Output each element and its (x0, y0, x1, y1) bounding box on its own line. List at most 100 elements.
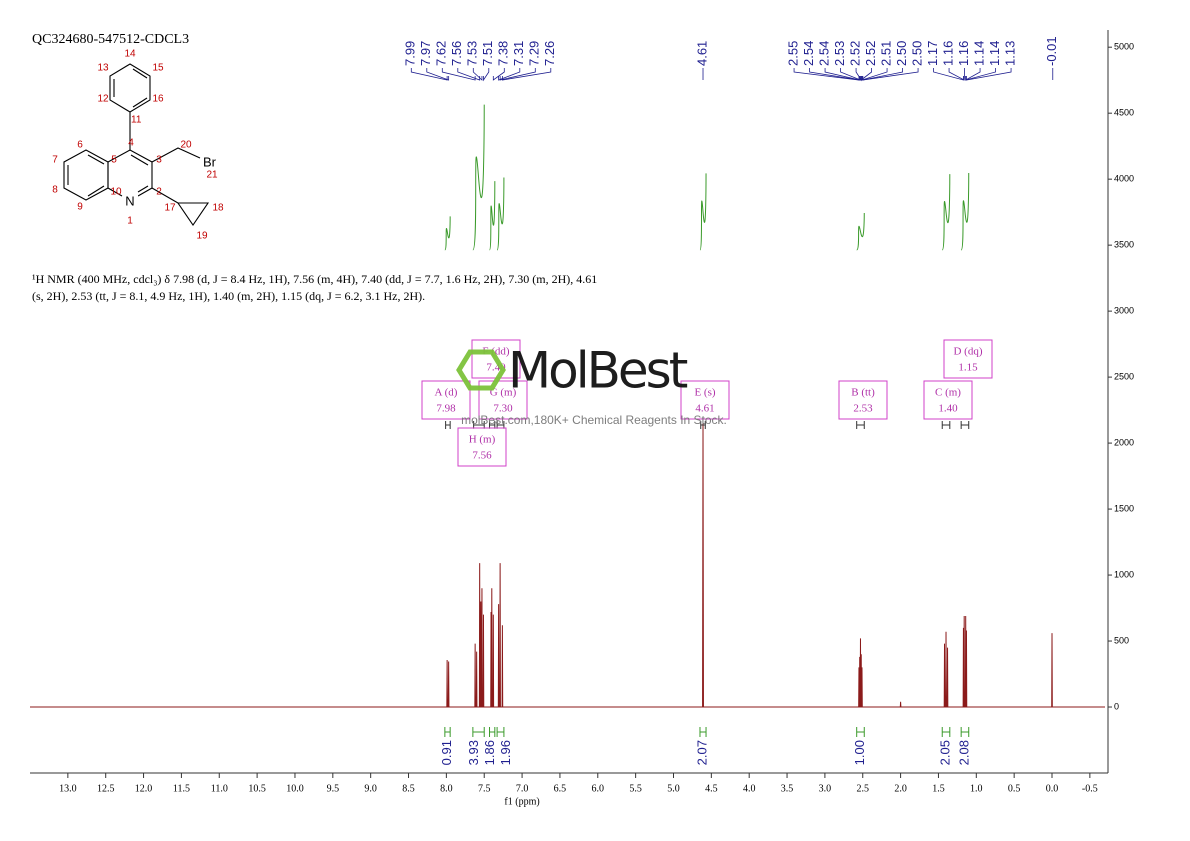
x-tick-label: 10.0 (286, 783, 304, 794)
x-tick-label: 1.0 (970, 783, 983, 794)
multiplet-name: G (m) (490, 387, 517, 399)
x-tick-label: 13.0 (59, 783, 77, 794)
atom-number: 2 (156, 187, 162, 198)
bond (151, 187, 179, 204)
x-axis-label: f1 (ppm) (504, 796, 539, 807)
y-tick-label: 2500 (1114, 371, 1134, 381)
atom-number: 16 (152, 94, 164, 105)
peak-leader (498, 68, 521, 81)
peak-leader (501, 68, 552, 81)
x-tick-label: 3.5 (781, 783, 794, 794)
atom-number: 1 (127, 216, 133, 227)
y-tick-label: 3500 (1114, 240, 1134, 250)
y-tick-label: 4500 (1114, 108, 1134, 118)
peak-label: 2.52 (848, 41, 863, 66)
peak-leader (860, 68, 872, 81)
bond (87, 185, 105, 197)
peak-label: 2.55 (786, 41, 801, 66)
multiplet-name: E (s) (694, 387, 715, 399)
label-bg (123, 194, 138, 208)
x-tick-label: 9.5 (327, 783, 340, 794)
x-tick-label: 3.0 (819, 783, 832, 794)
multiplet-name: H (m) (469, 434, 496, 446)
description: ¹H NMR (400 MHz, cdcl₃) δ 7.98 (d, J = 8… (32, 272, 598, 303)
x-tick-label: 4.5 (705, 783, 718, 794)
multiplet-name: B (tt) (851, 387, 875, 399)
x-tick-label: 12.0 (135, 783, 153, 794)
bond (130, 154, 149, 166)
phenyl-ring (109, 63, 151, 113)
atom-number: 20 (180, 140, 192, 151)
watermark: MolBest molBest.com,180K+ Chemical Reage… (456, 342, 727, 427)
atom-number: 8 (52, 185, 58, 196)
integral-curve (960, 173, 970, 251)
atom-number: 18 (212, 203, 224, 214)
integral-label: 0.91 (439, 740, 454, 765)
peak-label: 7.62 (434, 41, 449, 66)
integral-label: 2.08 (956, 740, 971, 765)
multiplet-box (838, 380, 888, 420)
integral-label: 3.93 (466, 740, 481, 765)
multiplet-shift: 1.15 (958, 362, 978, 374)
integral-bracket (699, 727, 707, 737)
atom-number: 19 (196, 231, 208, 242)
multiplet-box (421, 380, 471, 420)
peak-label: 2.51 (879, 41, 894, 66)
cyclopropane (176, 202, 210, 226)
peak-leader (965, 68, 996, 81)
integral-label: 2.07 (694, 740, 709, 765)
x-tick-label: 1.5 (932, 783, 945, 794)
spectrum-line (30, 423, 1105, 708)
y-tick-label: 2000 (1114, 437, 1134, 447)
bond (137, 185, 149, 193)
peak-leader (499, 68, 536, 81)
logo (456, 349, 506, 391)
peak-leader (840, 68, 861, 81)
x-tick-label: 10.5 (248, 783, 266, 794)
peak-label: 1.14 (972, 41, 987, 66)
integral-bracket (960, 727, 970, 737)
peak-label: 4.61 (694, 41, 709, 66)
peak-label: 1.17 (925, 41, 940, 66)
peak-label: 2.50 (894, 41, 909, 66)
watermark-tagline: molBest.com,180K+ Chemical Reagents In S… (461, 413, 727, 427)
x-tick-label: 0.0 (1046, 783, 1059, 794)
watermark-brand: MolBest (508, 342, 688, 400)
multiplet-bracket (941, 421, 951, 429)
atom-number: 12 (97, 94, 109, 105)
multiplet-shift: 7.56 (472, 450, 492, 462)
peak-leader (933, 68, 964, 81)
x-tick-label: 8.0 (440, 783, 453, 794)
bond (132, 68, 148, 79)
integral-curve (941, 174, 951, 251)
multiplet-name: D (dq) (953, 346, 982, 358)
multiplet-name: A (d) (435, 387, 458, 399)
x-tick-label: 5.0 (667, 783, 680, 794)
atom-symbol: N (125, 193, 134, 208)
y-tick-label: 3000 (1114, 306, 1134, 316)
multiplet-shift: 7.30 (493, 403, 513, 415)
multiplet-shift: 7.98 (436, 403, 456, 415)
integral-curve (489, 181, 496, 251)
peak-label: 1.14 (987, 41, 1002, 66)
x-tick-label: 8.5 (402, 783, 415, 794)
atom-number: 17 (164, 203, 176, 214)
x-tick-label: -0.5 (1082, 783, 1098, 794)
integral-bracket (472, 727, 485, 737)
integral-curve (699, 173, 707, 251)
multiplet-box (923, 380, 973, 420)
structure (63, 63, 210, 226)
multiplet-box (680, 380, 730, 420)
peak-label: 1.16 (956, 41, 971, 66)
peak-leader (861, 68, 888, 81)
atom-number: 5 (111, 155, 117, 166)
peak-leader (966, 68, 1012, 81)
peak-label: 2.50 (910, 41, 925, 66)
peak-label: 2.52 (863, 41, 878, 66)
atom-number: 3 (156, 155, 162, 166)
integral-label: 1.00 (852, 740, 867, 765)
peak-leader (410, 68, 448, 81)
y-tick-label: 4000 (1114, 174, 1134, 184)
peak-label: 1.16 (941, 41, 956, 66)
